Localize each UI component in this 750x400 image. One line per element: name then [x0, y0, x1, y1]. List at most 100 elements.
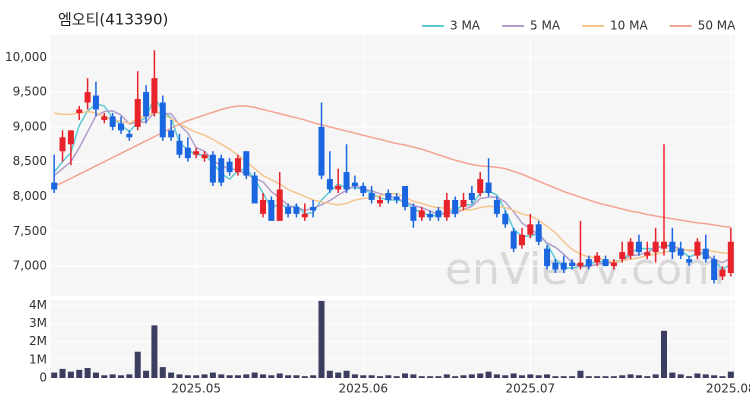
volume-bar — [493, 374, 500, 378]
candle-body — [686, 259, 693, 263]
candle-body — [702, 248, 709, 260]
candle-body — [619, 252, 626, 260]
candle-body — [285, 206, 292, 214]
candle-body — [276, 189, 283, 221]
volume-bar — [368, 375, 375, 378]
volume-bar — [702, 374, 709, 378]
candle-body — [635, 241, 642, 253]
candle-body — [92, 95, 99, 110]
candle-body — [711, 259, 718, 280]
candle-body — [226, 161, 233, 173]
candle-body — [159, 102, 166, 138]
candle-body — [610, 262, 617, 267]
candle-body — [168, 130, 175, 138]
volume-bar — [143, 370, 150, 378]
volume-bar — [209, 372, 216, 378]
candle-body — [318, 126, 325, 176]
volume-bar — [719, 376, 726, 378]
volume-bar — [477, 373, 484, 378]
candle-body — [627, 241, 634, 256]
ma-line — [53, 105, 731, 228]
candle-body — [310, 206, 317, 211]
candle-body — [343, 172, 350, 190]
y-tick-label: 9,500 — [13, 85, 47, 99]
volume-bar — [669, 372, 676, 378]
candle-body — [59, 137, 66, 152]
volume-bar — [619, 375, 626, 378]
volume-bar — [318, 300, 325, 378]
volume-bar — [335, 372, 342, 378]
legend-label: 5 MA — [530, 19, 561, 33]
volume-bar — [569, 376, 576, 378]
candle-body — [660, 241, 668, 249]
candle-body — [518, 234, 525, 246]
candle-body — [602, 259, 609, 267]
volume-bar — [552, 376, 559, 378]
candle-body — [109, 116, 116, 127]
volume-bar — [67, 371, 74, 378]
x-tick-label: 2025.08 — [706, 382, 750, 396]
volume-bar — [435, 376, 442, 378]
volume-bar — [585, 376, 592, 378]
candle-body — [301, 213, 308, 218]
candle-body — [218, 158, 225, 183]
candle-body — [176, 140, 183, 155]
candle-body — [569, 262, 576, 267]
volume-bar — [560, 376, 567, 378]
candle-body — [719, 269, 726, 277]
volume-bar — [159, 367, 166, 378]
volume-bar — [301, 376, 308, 378]
candle-body — [268, 199, 275, 221]
volume-bar — [535, 375, 542, 378]
candle-body — [101, 116, 108, 120]
candle-body — [727, 241, 734, 274]
volume-bar — [468, 374, 475, 378]
candle-body — [67, 130, 74, 145]
volume-bar — [51, 372, 58, 378]
volume-bar — [310, 375, 317, 378]
x-tick-label: 2025.06 — [338, 382, 388, 396]
y-tick-label: 10,000 — [5, 50, 47, 64]
candle-body — [544, 248, 551, 267]
volume-bar — [727, 371, 734, 378]
candle-body — [193, 151, 200, 155]
candle-body — [184, 147, 191, 159]
candle-body — [427, 213, 434, 218]
candle-body — [468, 192, 475, 200]
volume-bar — [84, 368, 91, 378]
y-tick-label: 0 — [39, 371, 47, 385]
volume-bar — [218, 374, 225, 378]
legend-label: 10 MA — [610, 19, 648, 33]
volume-bar — [268, 375, 275, 378]
volume-bar — [134, 351, 141, 378]
candle-body — [410, 206, 417, 221]
x-tick-label: 2025.05 — [171, 382, 221, 396]
candle-body — [594, 255, 601, 263]
candle-body — [134, 99, 141, 127]
volume-bar — [151, 325, 158, 378]
volume-bar — [711, 375, 718, 378]
candle-body — [243, 151, 250, 176]
candle-body — [326, 179, 333, 190]
volume-bar — [376, 376, 383, 378]
candle-body — [644, 252, 651, 256]
volume-bar — [502, 375, 509, 378]
x-tick-label: 2025.07 — [506, 382, 556, 396]
candle-body — [527, 224, 534, 235]
volume-bar — [602, 376, 609, 378]
volume-bar — [677, 374, 684, 378]
volume-bar — [293, 375, 300, 378]
volume-bar — [168, 372, 175, 378]
volume-bar — [351, 374, 358, 378]
y-tick-label: 2M — [29, 334, 47, 348]
candle-body — [552, 262, 559, 270]
legend-label: 3 MA — [450, 19, 481, 33]
candle-body — [694, 241, 701, 256]
y-tick-label: 7,000 — [13, 259, 47, 273]
volume-bar — [126, 374, 133, 378]
volume-bar — [285, 375, 292, 378]
candle-body — [293, 206, 300, 214]
volume-bar — [385, 375, 392, 378]
candle-body — [151, 78, 158, 113]
